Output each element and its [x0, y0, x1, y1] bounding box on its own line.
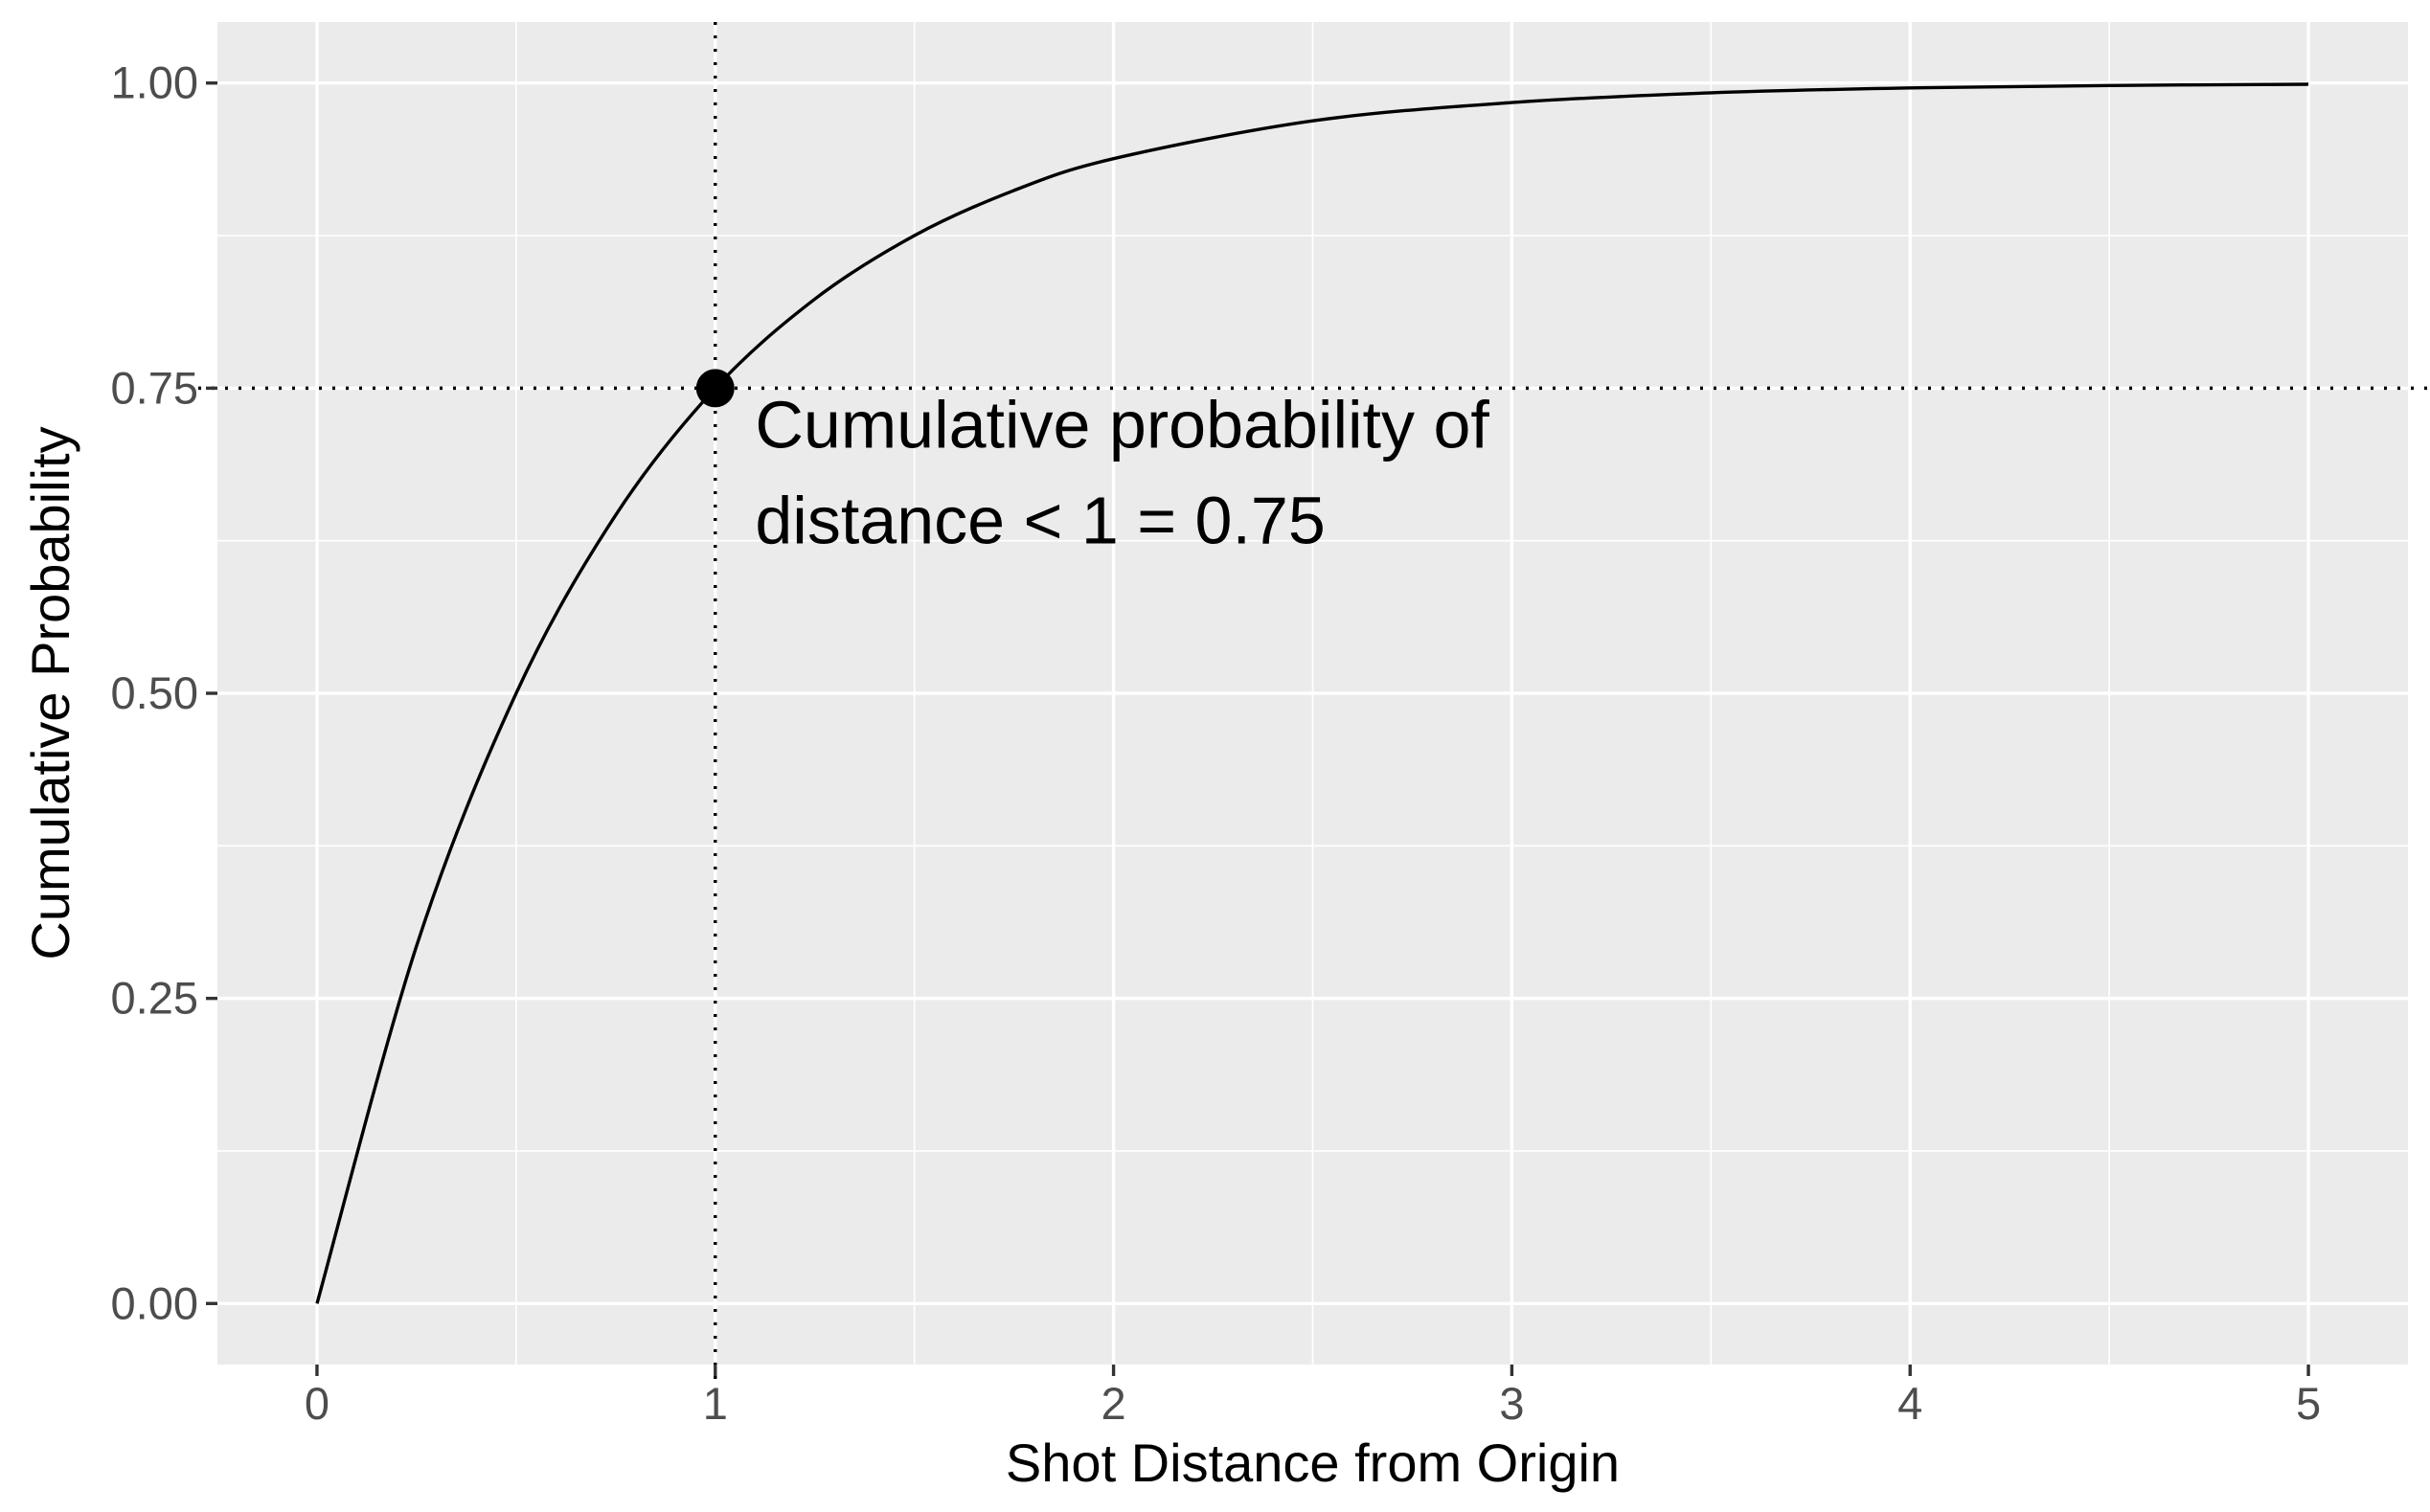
x-axis-title: Shot Distance from Origin — [1006, 1433, 1620, 1493]
x-tick-label: 2 — [1101, 1378, 1126, 1429]
annotation: Cumulative probability of distance < 1 =… — [755, 388, 1489, 558]
cdf-curve — [315, 82, 2309, 1304]
x-tick-label: 1 — [703, 1378, 728, 1429]
x-tick-label: 4 — [1897, 1378, 1922, 1429]
y-tick-label: 0.25 — [111, 973, 198, 1024]
x-axis-ticks: 0 1 2 3 4 5 — [305, 1365, 2321, 1429]
y-tick-label: 0.50 — [111, 667, 198, 718]
highlight-point — [695, 369, 735, 408]
series-layer — [315, 82, 2309, 1304]
annotation-line-1: Cumulative probability of — [755, 388, 1489, 463]
highlight-layer — [695, 369, 735, 408]
y-axis-title: Cumulative Probability — [20, 426, 80, 959]
x-tick-label: 3 — [1499, 1378, 1524, 1429]
y-axis-ticks: 0.00 0.25 0.50 0.75 1.00 — [111, 57, 217, 1328]
y-tick-label: 0.00 — [111, 1277, 198, 1328]
y-tick-label: 0.75 — [111, 362, 198, 413]
x-tick-label: 5 — [2296, 1378, 2321, 1429]
reference-lines — [198, 22, 2427, 1384]
x-tick-label: 0 — [305, 1378, 329, 1429]
annotation-line-2: distance < 1 = 0.75 — [755, 484, 1325, 558]
y-tick-label: 1.00 — [111, 57, 198, 108]
